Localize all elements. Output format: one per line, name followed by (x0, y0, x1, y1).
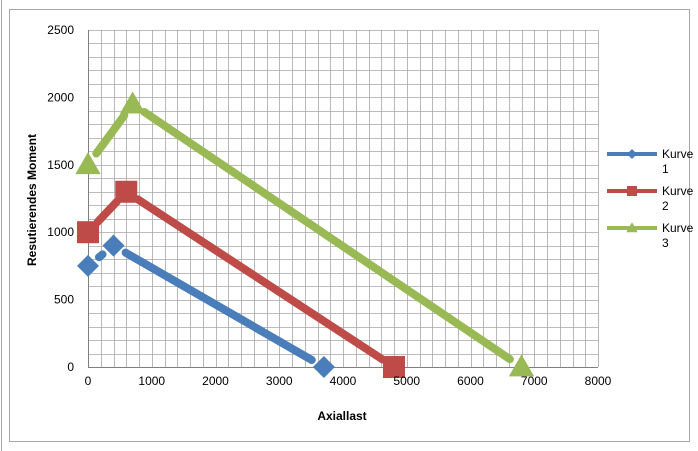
data-point-marker (508, 354, 535, 377)
legend-marker (627, 149, 637, 159)
series-line-segment (93, 197, 121, 227)
series-line-segment (121, 248, 316, 365)
y-tick-label: 2000 (47, 90, 74, 104)
legend-label-line: 2 (662, 199, 669, 213)
legend-marker (626, 222, 638, 233)
data-point-marker (383, 356, 405, 378)
data-point-marker (75, 152, 101, 175)
x-tick-label: 2000 (202, 374, 229, 388)
data-point-marker (102, 234, 125, 257)
y-axis-title: Resutierendes Moment (25, 134, 39, 266)
chart-border (9, 9, 690, 442)
legend-label: Kurve 3 (662, 221, 694, 250)
data-point-marker (119, 91, 146, 114)
series-line-segment (133, 195, 387, 364)
x-tick-label: 6000 (457, 374, 484, 388)
legend-label-line: 1 (662, 162, 669, 176)
series-line-segment (94, 250, 107, 262)
x-axis-title: Axiallast (317, 409, 366, 423)
x-tick-label: 7000 (521, 374, 548, 388)
legend-label: Kurve 1 (662, 147, 694, 176)
tick-labels: 0 1000 2000 3000 4000 5000 6000 7000 8000 0 500 100… (47, 23, 611, 388)
data-point-marker (312, 356, 335, 378)
legend-label-line: 3 (662, 236, 669, 250)
x-tick-label: 0 (85, 374, 92, 388)
series-line-segment (140, 107, 514, 364)
y-tick-label: 0 (67, 360, 74, 374)
axes (88, 30, 598, 368)
legend-item-1: Kurve 1 (607, 147, 694, 176)
x-tick-label: 4000 (330, 374, 357, 388)
x-tick-label: 8000 (585, 374, 612, 388)
legend-label-line: Kurve (662, 184, 694, 198)
series-line-segment (92, 111, 129, 158)
y-tick-label: 500 (54, 293, 74, 307)
data-point-marker (77, 221, 99, 244)
legend-label-line: Kurve (662, 221, 694, 235)
series-1 (77, 234, 335, 378)
series-layer (75, 91, 535, 378)
x-tick-label: 3000 (266, 374, 293, 388)
legend-item-2: Kurve 2 (607, 184, 694, 213)
data-point-marker (77, 254, 99, 277)
x-tick-label: 5000 (393, 374, 420, 388)
y-tick-label: 1500 (47, 158, 74, 172)
x-tick-label: 1000 (138, 374, 165, 388)
y-tick-label: 2500 (47, 23, 74, 37)
legend-item-3: Kurve 3 (607, 221, 694, 250)
legend-label: Kurve 2 (662, 184, 694, 213)
series-2 (77, 180, 405, 378)
y-tick-label: 1000 (47, 225, 74, 239)
series-3 (75, 91, 535, 377)
legend-label-line: Kurve (662, 147, 694, 161)
legend-marker (627, 186, 637, 196)
data-point-marker (115, 180, 138, 203)
